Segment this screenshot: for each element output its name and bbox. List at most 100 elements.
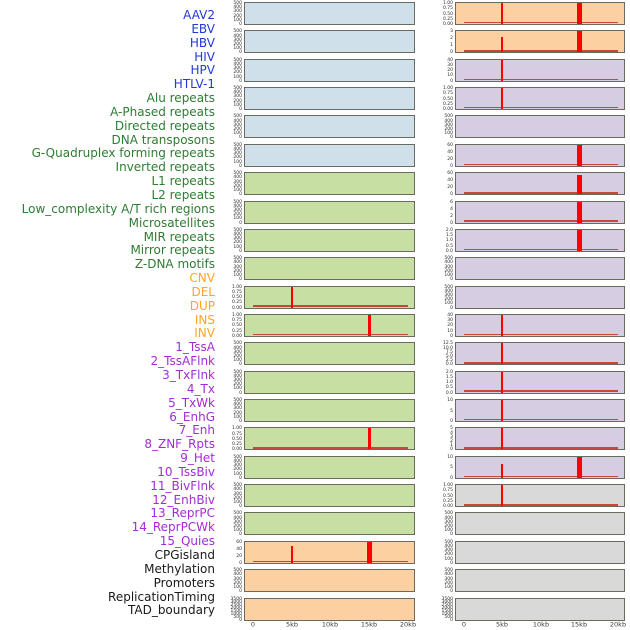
row-label-hpv: HPV [190,63,215,78]
panel-directed-repeats [244,228,415,252]
panel-methylation [455,512,625,536]
y-tick-label: 200 [233,580,242,586]
panel-8-znf-rpts [455,257,625,281]
y-tick-label: 300 [233,405,242,411]
y-tick-label: 500 [233,567,242,573]
signal-baseline [253,560,408,563]
spike-marker [501,88,504,110]
y-tick-label: 3 [450,434,453,440]
spike-marker [367,314,371,336]
y-tick-label: 40 [447,177,453,183]
y-tick-label: 0 [450,616,453,622]
y-tick-label: 0 [450,531,453,537]
y-tick-label: 500 [444,113,453,119]
panel-replicationtiming [455,569,625,593]
y-tick-label: 300 [444,292,453,298]
spike-marker [501,400,504,422]
signal-baseline [464,21,618,24]
y-tick-label: 0 [450,418,453,424]
x-tick-label: 15kb [361,620,378,628]
y-tick-label: 300 [233,65,242,71]
y-tick-label: 400 [233,4,242,10]
panel-del [244,569,415,593]
panel-alu-repeats [244,172,415,196]
y-tick-label: 500 [233,613,242,619]
x-tick-label: 0 [250,620,256,628]
y-tick-label: 500 [233,368,242,374]
x-tick-label: 15kb [571,620,588,628]
y-tick-label: 300 [233,349,242,354]
y-tick-label: 500 [233,454,242,459]
y-tick-label: 3500 [441,595,453,601]
y-tick-label: 0.50 [231,294,242,300]
y-tick-label: 500 [233,57,242,62]
panel-mirror-repeats [244,484,415,508]
row-label-mir-repeats: MIR repeats [143,229,215,244]
spike-marker [576,31,582,53]
spike-marker [367,428,371,450]
row-label-del: DEL [191,284,215,299]
row-label-14-reprpcwk: 14_ReprPCWk [131,520,215,535]
y-tick-label: 500 [233,340,242,346]
row-label-aav2: AAV2 [183,8,215,22]
y-tick-label: 20 [447,322,453,328]
y-tick-label: 40 [447,57,453,62]
y-tick-label: 20 [236,553,242,559]
panel-z-dna-motifs [244,512,415,536]
row-label-l2-repeats: L2 repeats [151,187,216,202]
y-tick-label: 100 [233,414,242,420]
y-tick-label: 500 [233,85,242,91]
panel-microsatellites [244,427,415,451]
y-tick-label: 0 [450,304,453,310]
row-label-11-bivflnk: 11_BivFlnk [150,478,215,493]
y-tick-label: 400 [233,89,242,95]
panel-inverted-repeats [244,313,415,337]
row-label-z-dna-motifs: Z-DNA motifs [134,257,215,272]
y-tick-label: 400 [233,486,242,492]
y-tick-label: 500 [444,613,453,619]
y-tick-label: 4 [450,205,453,211]
y-tick-label: 0.75 [442,487,453,493]
y-tick-label: 300 [233,178,242,184]
y-tick-label: 0 [450,49,453,55]
y-tick-label: 0 [450,134,453,140]
row-label-12-enhbiv: 12_EnhBiv [152,492,215,507]
y-tick-label: 100 [444,584,453,590]
y-tick-label: 400 [233,344,242,350]
signal-baseline [464,50,618,52]
y-tick-label: 0 [239,276,242,282]
y-tick-label: 0.75 [231,430,242,436]
y-tick-label: 40 [236,546,242,552]
y-tick-label: 0.00 [442,106,453,112]
y-tick-label: 0 [239,389,242,395]
y-tick-label: 5 [450,425,453,431]
y-tick-label: 200 [233,183,242,188]
y-tick-label: 0.50 [442,10,453,16]
y-tick-label: 2.5 [445,357,453,363]
y-tick-label: 200 [233,126,242,132]
y-tick-label: 100 [233,385,242,391]
y-tick-label: 500 [233,142,242,148]
panel-ins [455,2,625,25]
y-tick-label: 300 [444,122,453,128]
panel-2-tssaflnk [455,87,625,111]
y-tick-label: 400 [444,571,453,577]
spike-marker [501,37,504,53]
y-tick-label: 400 [444,514,453,520]
panel-mir-repeats [244,455,415,479]
y-tick-label: 300 [444,547,453,553]
y-tick-label: 200 [444,296,453,302]
y-tick-label: 60 [447,142,453,148]
y-tick-label: 400 [233,458,242,464]
y-tick-label: 0 [239,418,242,424]
y-tick-label: 0 [239,531,242,537]
spike-marker [290,286,293,308]
y-tick-label: 30 [447,62,453,68]
y-tick-label: 500 [233,28,242,34]
signal-baseline [464,191,618,194]
row-label-l1-repeats: L1 repeats [151,174,216,189]
y-tick-label: 0 [450,475,453,480]
y-tick-label: 0 [450,219,453,225]
y-tick-label: 200 [444,580,453,586]
